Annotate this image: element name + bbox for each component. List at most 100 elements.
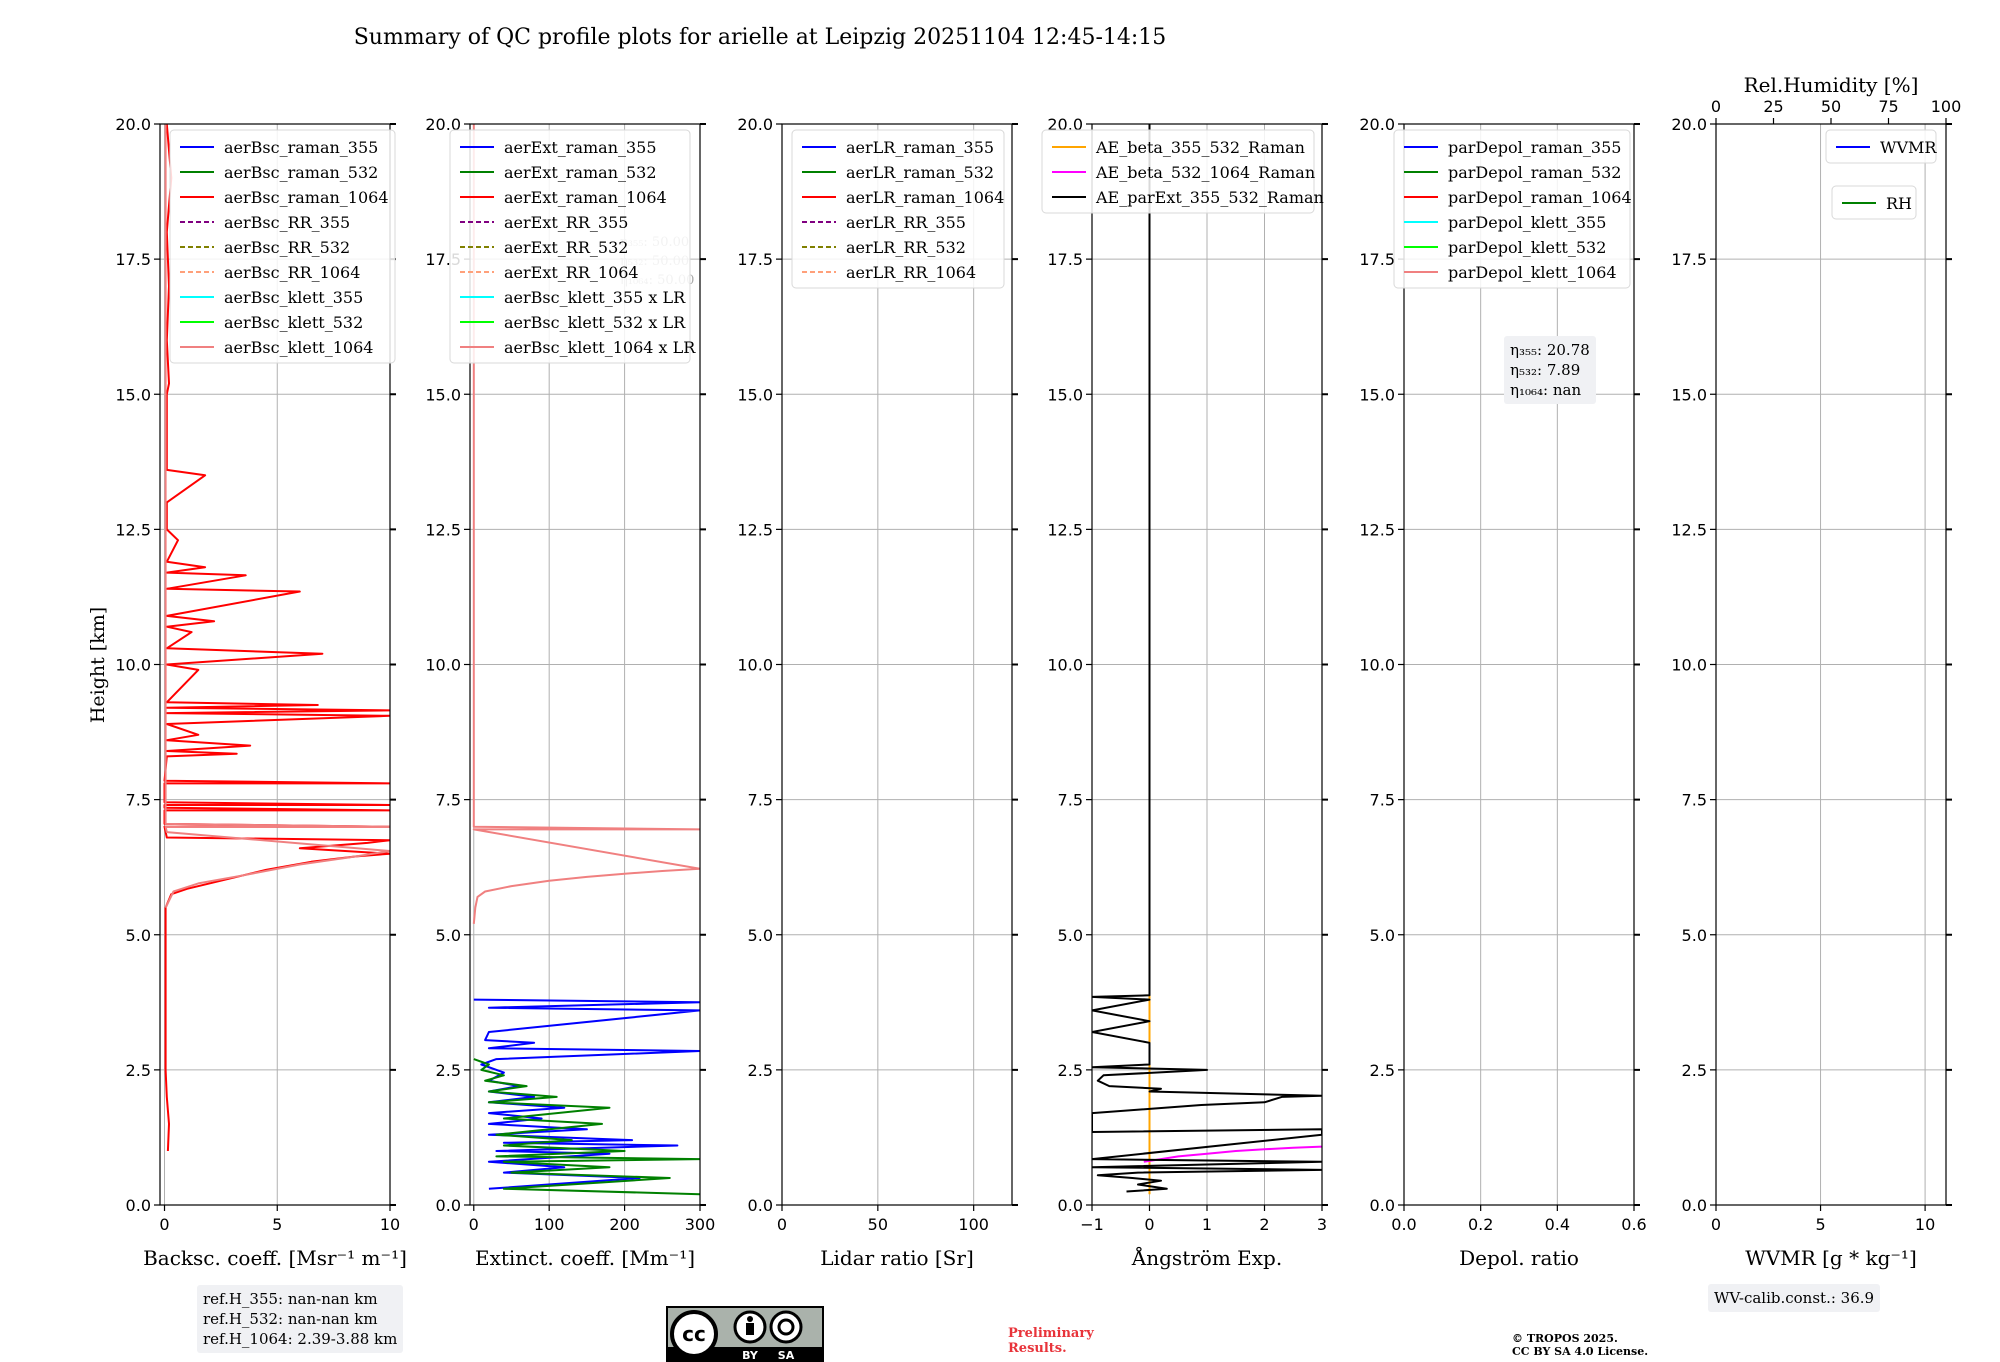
ytick-label-wv-5: 12.5 [1671,520,1707,539]
ytick-label-bsc-1: 2.5 [126,1061,151,1080]
legend-label-depol-5: parDepol_klett_1064 [1448,263,1617,282]
reference-height-box: ref.H_355: nan-nan km ref.H_532: nan-nan… [197,1285,404,1353]
top-xtick-label-wv-0: 0 [1711,97,1721,116]
legend-bsc [169,129,396,364]
ytick-label-depol-6: 15.0 [1359,385,1395,404]
ytick-label-wv-8: 20.0 [1671,115,1707,134]
preliminary-line-2: Results. [1008,1341,1067,1356]
ytick-label-depol-0: 0.0 [1370,1196,1395,1215]
legend-ae [1041,129,1315,214]
legend-label-ext-6: aerBsc_klett_355 x LR [504,288,686,307]
xtick-label-lr-0: 0 [777,1215,787,1234]
ref-height-1064: ref.H_1064: 2.39-3.88 km [203,1330,398,1348]
ytick-label-depol-3: 7.5 [1370,791,1395,810]
legend-wv [1825,129,1937,164]
legend-label-ext-1: aerExt_raman_532 [504,163,657,182]
xtick-label-lr-1: 50 [868,1215,888,1234]
preliminary-line-1: Preliminary [1008,1326,1094,1341]
series-group-ext [472,124,700,1196]
ytick-label-ae-4: 10.0 [1047,656,1083,675]
panel-bsc: 0 5 10 0.0 2.5 5.0 7.5 10.0 12.5 15.0 17.5 20.0 Back… [115,115,407,1270]
ref-height-532: ref.H_532: nan-nan km [203,1310,378,1328]
series-ext-1 [473,1058,700,1196]
top-xtick-label-wv-3: 75 [1878,97,1898,116]
top-xtick-label-wv-2: 50 [1821,97,1841,116]
ytick-label-wv-1: 2.5 [1682,1061,1707,1080]
xtick-label-depol-1: 0.2 [1468,1215,1493,1234]
legend-label-ext-5: aerExt_RR_1064 [504,263,639,282]
figure-title: Summary of QC profile plots for arielle … [354,25,1167,50]
series-bsc-1 [164,124,390,909]
svg-text:cc: cc [682,1322,706,1346]
legend-label-depol-4: parDepol_klett_532 [1448,238,1606,257]
ytick-label-lr-0: 0.0 [748,1196,773,1215]
x-axis-label-wv: WVMR [g * kg⁻¹] [1745,1246,1917,1270]
series-group-ae [1092,124,1322,1195]
ytick-label-wv-7: 17.5 [1671,250,1707,269]
preliminary-results-note: Preliminary Results. [1008,1326,1094,1356]
legend-label-ae-2: AE_parExt_355_532_Raman [1095,188,1324,207]
xtick-label-ae-3: 2 [1259,1215,1269,1234]
ytick-label-ae-0: 0.0 [1058,1196,1083,1215]
x-axis-label-depol: Depol. ratio [1459,1246,1579,1270]
panel-depol: 0.0 0.2 0.4 0.6 0.0 2.5 5.0 7.5 10.0 12.5 15.0 17.5… [1359,115,1646,1270]
ytick-label-ext-0: 0.0 [436,1196,461,1215]
legend-label-depol-2: parDepol_raman_1064 [1448,188,1632,207]
copyright-line-2: CC BY SA 4.0 License. [1512,1345,1649,1358]
legend-label-depol-1: parDepol_raman_532 [1448,163,1621,182]
legend-label-lr-5: aerLR_RR_1064 [846,263,976,282]
x-axis-label-ae: Ångström Exp. [1131,1245,1282,1270]
cc-by-sa-badge: cc BY SA [666,1306,824,1362]
ytick-label-bsc-3: 7.5 [126,791,151,810]
legend-label-lr-0: aerLR_raman_355 [846,138,994,157]
legend-label-wv-2-0: RH [1886,194,1912,213]
ytick-label-ae-1: 2.5 [1058,1061,1083,1080]
legend-label-bsc-5: aerBsc_RR_1064 [224,263,360,282]
legend-label-bsc-8: aerBsc_klett_1064 [224,338,373,357]
ytick-label-lr-4: 10.0 [737,656,773,675]
ytick-label-ae-6: 15.0 [1047,385,1083,404]
ytick-label-depol-4: 10.0 [1359,656,1395,675]
x-axis-label-lr: Lidar ratio [Sr] [820,1246,974,1270]
ytick-label-ae-7: 17.5 [1047,250,1083,269]
series-ae-2 [1092,124,1322,1193]
xtick-label-wv-2: 10 [1915,1215,1935,1234]
ytick-label-bsc-0: 0.0 [126,1196,151,1215]
legend-label-lr-2: aerLR_raman_1064 [846,188,1004,207]
xtick-label-ext-0: 0 [469,1215,479,1234]
ytick-label-lr-6: 15.0 [737,385,773,404]
legend-label-ext-0: aerExt_raman_355 [504,138,657,157]
top-axis-label-wv: Rel.Humidity [%] [1744,73,1919,97]
ytick-label-ext-5: 12.5 [425,520,461,539]
legend-label-wv-0: WVMR [1880,138,1937,157]
eta-box: η₃₅₅: 20.78 η₅₃₂: 7.89 η₁₀₆₄: nan [1504,336,1596,404]
xtick-label-depol-2: 0.4 [1545,1215,1570,1234]
eta-355: η₃₅₅: 20.78 [1510,341,1590,359]
panel-ext: 0 100 200 3000.02.55.07.510.012.515.017.520… [425,115,715,1270]
ytick-label-ext-2: 5.0 [436,926,461,945]
ytick-label-ae-8: 20.0 [1047,115,1083,134]
ytick-label-lr-7: 17.5 [737,250,773,269]
xtick-label-lr-2: 100 [958,1215,989,1234]
xtick-label-depol-0: 0.0 [1391,1215,1416,1234]
ytick-label-lr-2: 5.0 [748,926,773,945]
legend-label-ext-7: aerBsc_klett_532 x LR [504,313,686,332]
wv-calib-box: WV-calib.const.: 36.9 [1708,1284,1881,1312]
panel-wv: 0 5 10 0.0 2.5 5.0 7.5 10.0 12.5 15.0 17.5 20.0 WVMR… [1671,73,1961,1270]
copyright-note: © TROPOS 2025. CC BY SA 4.0 License. [1512,1332,1648,1358]
ytick-label-depol-8: 20.0 [1359,115,1395,134]
sa-icon [769,1310,803,1344]
legend-label-bsc-0: aerBsc_raman_355 [224,138,378,157]
legend-ext [449,129,691,364]
legend-label-lr-4: aerLR_RR_532 [846,238,966,257]
ytick-label-ext-4: 10.0 [425,656,461,675]
legend-label-bsc-6: aerBsc_klett_355 [224,288,363,307]
panel-lr: 0 50 100 0.0 2.5 5.0 7.5 10.0 12.5 15.0 17.5 20.0 Li… [737,115,1018,1270]
ytick-label-ext-8: 20.0 [425,115,461,134]
legend-depol [1393,129,1631,289]
ytick-label-depol-7: 17.5 [1359,250,1395,269]
legend-label-lr-3: aerLR_RR_355 [846,213,966,232]
xtick-label-wv-1: 5 [1815,1215,1825,1234]
series-ae-1 [1143,1145,1322,1163]
xtick-label-ae-4: 3 [1317,1215,1327,1234]
